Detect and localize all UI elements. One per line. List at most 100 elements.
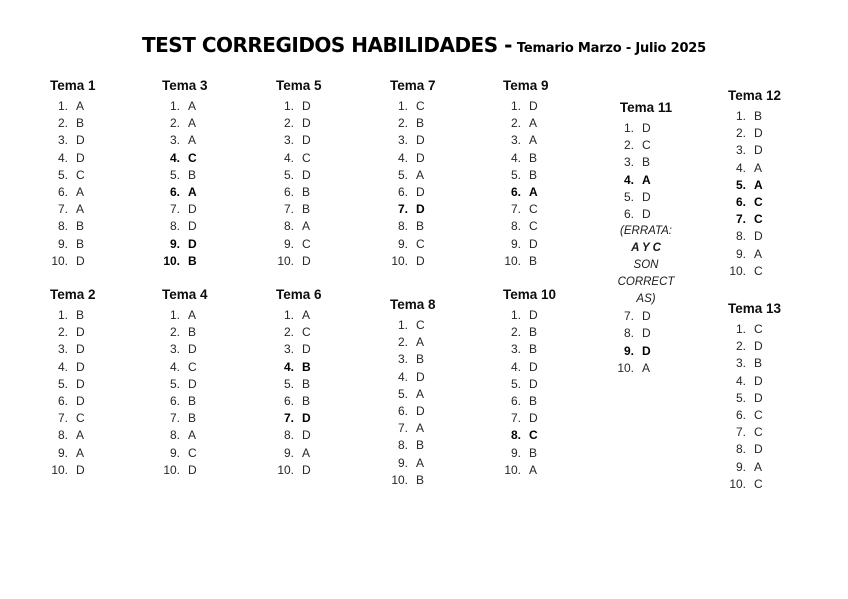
answer-number: 8.	[735, 442, 746, 457]
answer-letter: D	[754, 373, 763, 388]
errata-line: A Y C	[631, 242, 661, 255]
answer-number: 5.	[735, 177, 746, 192]
answer-number: 5.	[397, 386, 408, 401]
answer-number: 6.	[735, 408, 746, 423]
answer-number: 5.	[169, 376, 180, 391]
answer-letter: D	[416, 369, 425, 384]
answer-letter: C	[754, 322, 763, 336]
answer-letter: D	[416, 150, 425, 165]
answer-number: 3.	[735, 143, 746, 158]
answer-row: 1. A	[276, 307, 368, 324]
answer-row: 3. B	[390, 351, 482, 368]
tema-7-block: Tema 7 1. C 2. B 3. D 4. D 5. A 6. D 7. D 8. B 9. C 10. D	[390, 78, 482, 270]
answer-row: 9. C	[276, 236, 368, 253]
answer-number: 3.	[623, 155, 634, 170]
answer-number: 3.	[57, 342, 68, 357]
page-title: TEST CORREGIDOS HABILIDADES - Temario Mar…	[0, 33, 848, 57]
tema-5-answers: 1. D 2. D 3. D 4. C 5. D 6. B 7. B 8. A 9. C 10. D	[276, 98, 368, 270]
answer-letter: C	[529, 219, 538, 234]
answer-letter: C	[754, 408, 763, 423]
answer-row: 9. D	[616, 343, 676, 360]
answer-number: 1.	[397, 318, 408, 332]
answer-number: 3.	[735, 356, 746, 371]
answer-row: 9. C	[390, 236, 482, 253]
answer-row: 4. D	[50, 359, 142, 376]
answer-number: 5.	[169, 167, 180, 182]
answer-row: 3. A	[503, 132, 595, 149]
answer-letter: D	[188, 376, 197, 391]
answer-letter: A	[529, 116, 538, 131]
answer-row: 8. C	[503, 427, 595, 444]
answer-letter: D	[529, 376, 538, 391]
answer-number: 7.	[169, 411, 180, 426]
answer-row: 8. C	[503, 218, 595, 235]
answer-letter: A	[416, 421, 425, 436]
answer-number: 6.	[510, 394, 521, 409]
answer-row: 8. B	[390, 437, 482, 454]
answer-letter: A	[188, 308, 197, 322]
answer-letter: B	[529, 167, 538, 182]
answer-number: 10.	[163, 462, 180, 477]
answer-letter: B	[76, 116, 85, 131]
answer-letter: D	[76, 150, 85, 165]
answer-row: 4. D	[390, 369, 482, 386]
answer-row: 7. A	[50, 201, 142, 218]
answer-row: 7. D	[390, 201, 482, 218]
answer-row: 5. A	[390, 386, 482, 403]
answer-letter: D	[302, 411, 311, 426]
tema-2-answers: 1. B 2. D 3. D 4. D 5. D 6. D 7. C 8. A 9. A 10. D	[50, 307, 142, 479]
answer-letter: D	[302, 116, 311, 131]
answer-row: 2. B	[503, 324, 595, 341]
tema-6-answers: 1. A 2. C 3. D 4. B 5. B 6. B 7. D 8. D 9. A 10. D	[276, 307, 368, 479]
answer-letter: A	[302, 219, 311, 234]
tema-7-answers: 1. C 2. B 3. D 4. D 5. A 6. D 7. D 8. B 9. C 10. D	[390, 98, 482, 270]
tema-13-heading: Tema 13	[728, 301, 782, 316]
answer-number: 2.	[169, 116, 180, 131]
answer-number: 5.	[623, 189, 634, 204]
answer-row: 3. D	[276, 132, 368, 149]
answer-letter: B	[76, 236, 85, 251]
answer-letter: D	[302, 462, 311, 477]
answer-row: 10. D	[162, 462, 254, 479]
answer-row: 6. B	[503, 393, 595, 410]
answer-row: 10. D	[390, 253, 482, 270]
answer-row: 1. C	[728, 321, 820, 338]
answer-letter: A	[188, 116, 197, 131]
tema-11-heading: Tema 11	[619, 100, 673, 115]
tema-9-block: Tema 9 1. D 2. A 3. A 4. B 5. B 6. A 7. C 8. C 9. D 10. B	[503, 78, 595, 270]
answer-number: 8.	[397, 219, 408, 234]
answer-letter: D	[529, 236, 538, 251]
answer-number: 6.	[623, 207, 634, 222]
answer-number: 5.	[735, 390, 746, 405]
answer-letter: A	[529, 185, 538, 200]
answer-letter: B	[302, 394, 311, 409]
answer-row: 1. D	[503, 307, 595, 324]
answer-number: 9.	[510, 445, 521, 460]
tema-8-answers: 1. C 2. A 3. B 4. D 5. A 6. D 7. A 8. B 9. A 10. B	[390, 317, 482, 489]
answer-number: 1.	[283, 308, 294, 322]
answer-number: 10.	[504, 462, 521, 477]
tema-3-heading: Tema 3	[162, 78, 208, 93]
answer-letter: D	[76, 133, 85, 148]
answer-letter: A	[188, 133, 197, 148]
answer-row: 6. A	[50, 184, 142, 201]
answer-letter: C	[416, 236, 425, 251]
answer-number: 2.	[397, 335, 408, 350]
answer-letter: B	[188, 394, 197, 409]
answer-number: 9.	[397, 455, 408, 470]
answer-number: 9.	[735, 246, 746, 261]
answer-number: 5.	[397, 167, 408, 182]
answer-letter: B	[754, 109, 763, 123]
answer-row: 6. A	[162, 184, 254, 201]
tema-6-block: Tema 6 1. A 2. C 3. D 4. B 5. B 6. B 7. D 8. D 9. A 10. D	[276, 287, 368, 479]
answer-row: 9. B	[503, 445, 595, 462]
answer-number: 5.	[510, 376, 521, 391]
answer-letter: C	[302, 325, 311, 340]
answer-row: 5. D	[728, 390, 820, 407]
answer-number: 7.	[283, 202, 294, 217]
answer-number: 8.	[510, 428, 521, 443]
answer-number: 2.	[57, 325, 68, 340]
answer-row: 3. D	[390, 132, 482, 149]
answer-row: 10. D	[50, 253, 142, 270]
answer-number: 8.	[623, 326, 634, 341]
